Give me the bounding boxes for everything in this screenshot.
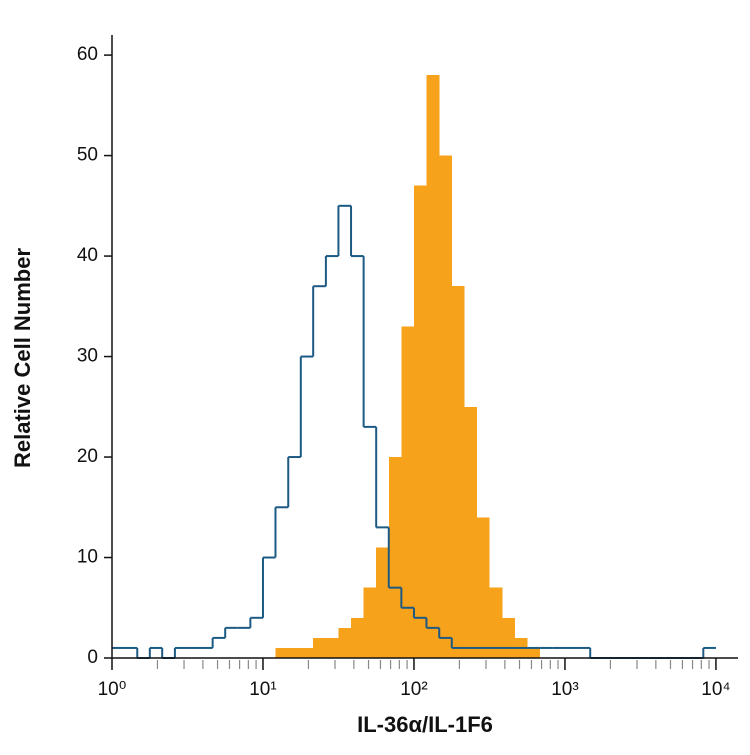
- y-tick-label: 0: [87, 647, 98, 668]
- y-tick-label: 50: [77, 145, 98, 166]
- histogram-bar: [401, 326, 415, 658]
- x-tick-label: 10²: [400, 679, 427, 700]
- histogram-bar: [502, 617, 515, 658]
- histogram-bar: [527, 647, 541, 658]
- histogram-bar: [489, 587, 503, 658]
- x-tick-label: 10⁰: [98, 679, 127, 700]
- y-tick-label: 60: [77, 44, 98, 65]
- histogram-bar: [351, 617, 364, 658]
- histogram-bar: [439, 155, 453, 659]
- x-axis-title: IL-36α/IL-1F6: [357, 712, 493, 737]
- histogram-bar: [476, 517, 490, 658]
- histogram-bar: [363, 587, 377, 658]
- x-tick-label: 10⁴: [701, 679, 730, 700]
- y-tick-label: 20: [77, 446, 98, 467]
- histogram-bar: [464, 406, 478, 658]
- y-tick-label: 40: [77, 245, 98, 266]
- histogram-bar: [300, 647, 314, 658]
- histogram-bar: [338, 627, 352, 658]
- histogram-bar: [376, 547, 390, 658]
- histogram-bar: [413, 185, 427, 658]
- histogram-bar: [313, 637, 327, 658]
- histogram-bar: [388, 457, 402, 658]
- histogram-bar: [426, 75, 440, 659]
- y-tick-label: 30: [77, 346, 98, 367]
- histogram-bar: [275, 647, 289, 658]
- x-tick-label: 10³: [551, 679, 578, 700]
- y-axis-title: Relative Cell Number: [10, 248, 35, 469]
- histogram-bar: [325, 637, 339, 658]
- y-tick-label: 10: [77, 547, 98, 568]
- histogram-bar: [288, 647, 302, 658]
- x-tick-label: 10¹: [249, 679, 276, 700]
- histogram-bar: [451, 286, 465, 658]
